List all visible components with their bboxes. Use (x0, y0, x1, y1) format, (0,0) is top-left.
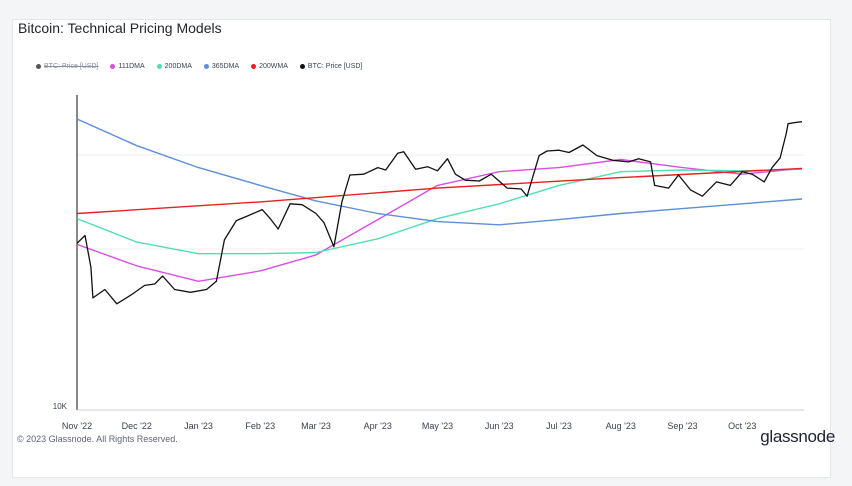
legend-dot-icon (203, 64, 209, 69)
legend-item[interactable]: 365DMA (203, 63, 240, 70)
x-tick-label: Apr '23 (364, 421, 392, 431)
legend-label: 200WMA (259, 63, 288, 70)
legend-label: BTC: Price [USD] (44, 63, 99, 70)
legend-label: 365DMA (211, 63, 240, 70)
legend-dot-icon (251, 64, 257, 69)
x-tick-label: Jan '23 (184, 421, 213, 431)
copyright-text: © 2023 Glassnode. All Rights Reserved. (17, 434, 178, 444)
legend-dot-icon (156, 64, 162, 69)
legend-item[interactable]: 111DMA (110, 63, 145, 70)
series-line-111dma (76, 158, 803, 282)
series-line-365dma (76, 118, 803, 226)
chart-title: Bitcoin: Technical Pricing Models (18, 20, 222, 36)
legend-label: BTC: Price [USD] (307, 63, 363, 70)
x-tick-label: Oct '23 (728, 421, 756, 431)
x-tick-label: Nov '22 (62, 421, 92, 431)
legend-dot-icon (36, 64, 41, 69)
x-tick-label: Sep '23 (667, 421, 697, 431)
series-line-200dma (76, 168, 803, 255)
legend-item[interactable]: 200DMA (156, 63, 192, 70)
y-tick-label: 10K (53, 402, 68, 411)
legend-label: 200DMA (164, 63, 192, 70)
x-tick-label: Jul '23 (546, 421, 572, 431)
x-tick-label: Feb '23 (245, 421, 275, 431)
legend-item[interactable]: BTC: Price [USD] (299, 63, 363, 70)
series-line-btc-price-usd- (76, 121, 803, 305)
x-tick-label: May '23 (422, 421, 453, 431)
x-tick-label: Jun '23 (485, 421, 514, 431)
legend-dot-icon (299, 64, 305, 69)
legend-item[interactable]: BTC: Price [USD] (36, 63, 98, 70)
legend-label: 111DMA (118, 63, 145, 70)
x-tick-label: Aug '23 (606, 421, 636, 431)
glassnode-logo: glassnode (760, 427, 835, 446)
x-tick-label: Dec '22 (122, 421, 152, 431)
chart-legend: BTC: Price [USD] 111DMA 200DMA 365DMA 200WMA… (36, 63, 362, 70)
x-tick-label: Mar '23 (301, 421, 331, 431)
legend-item[interactable]: 200WMA (251, 63, 288, 70)
legend-dot-icon (110, 64, 116, 69)
series-line-200wma (76, 167, 803, 215)
